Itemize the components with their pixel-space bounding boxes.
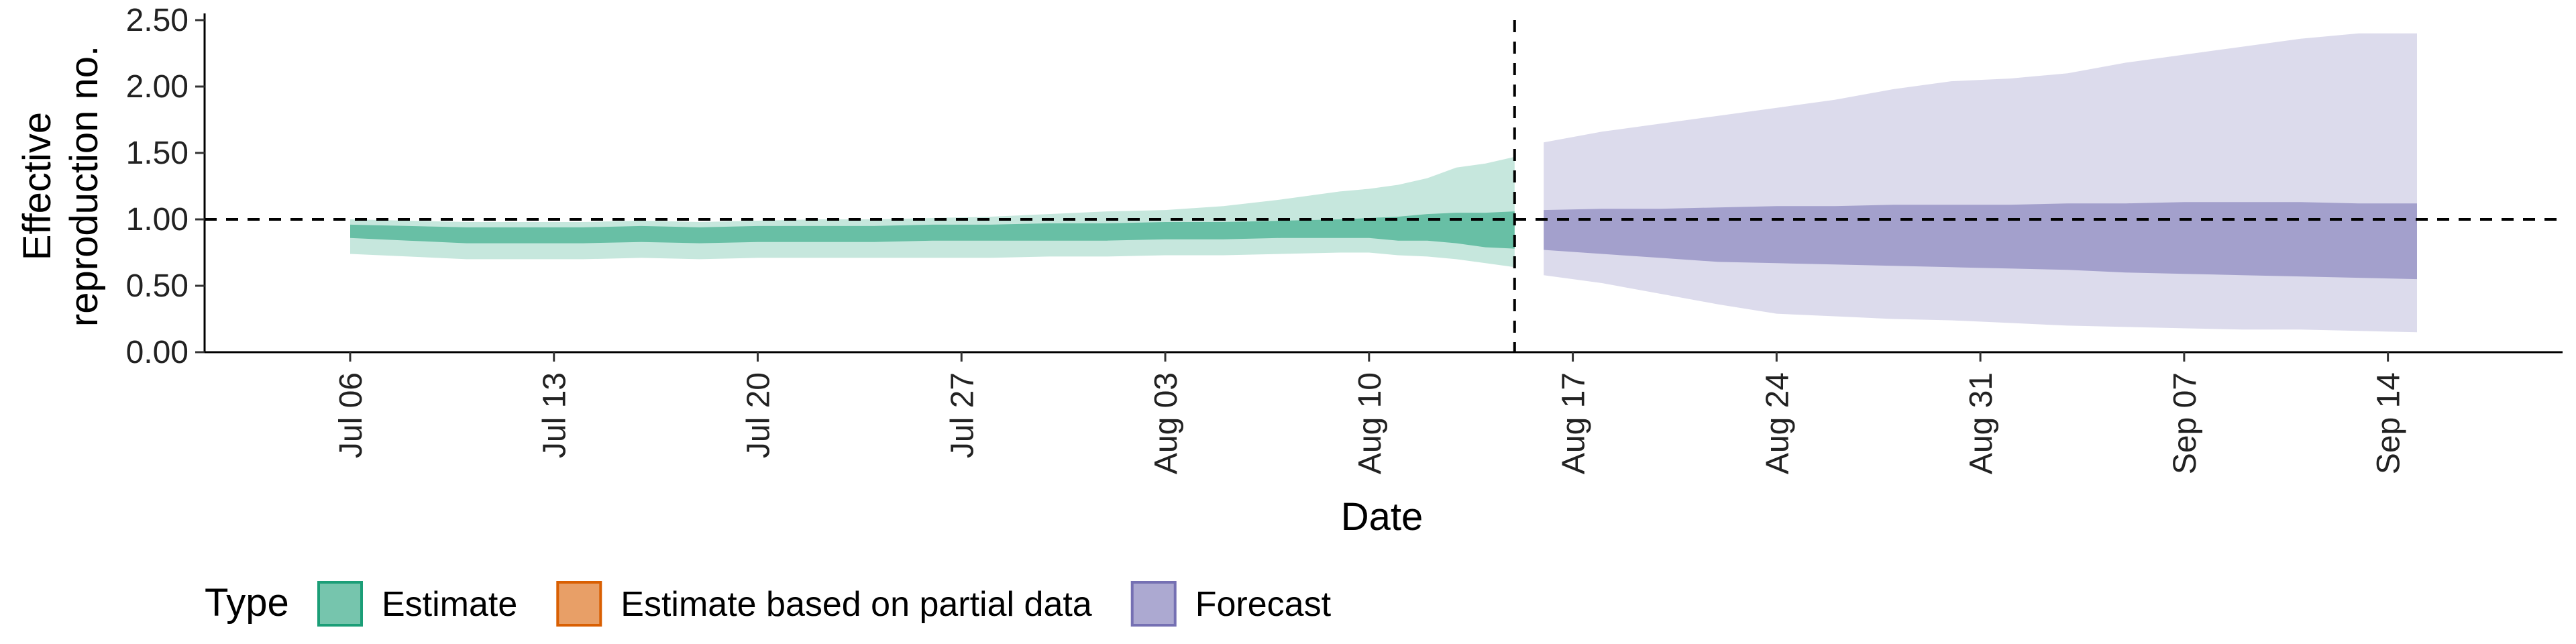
reference-lines (205, 20, 2563, 352)
x-tick-label: Jul 13 (537, 372, 573, 458)
x-tick-label: Jul 06 (333, 372, 369, 458)
x-tick-label: Aug 03 (1148, 372, 1184, 474)
legend-label-forecast: Forecast (1195, 585, 1332, 624)
x-tick-label: Aug 31 (1964, 372, 1999, 474)
x-tick-label: Aug 17 (1556, 372, 1592, 474)
y-tick-label: 2.50 (126, 3, 189, 38)
y-tick-label: 1.50 (126, 136, 189, 171)
x-axis-title: Date (1341, 495, 1424, 539)
y-tick-label: 2.00 (126, 69, 189, 105)
legend: Type Estimate Estimate based on partial da… (205, 581, 1332, 627)
x-tick-label: Jul 20 (741, 372, 777, 458)
legend-label-estimate: Estimate (382, 585, 517, 624)
y-axis-title-text: Effectivereproduction no. (15, 46, 106, 327)
y-axis-title: Effectivereproduction no. (15, 46, 106, 327)
legend-label-estimate-based-on-partial-data: Estimate based on partial data (621, 585, 1092, 624)
x-tick-label: Sep 14 (2371, 372, 2407, 474)
legend-title: Type (205, 581, 289, 625)
axes: 0.00 0.50 1.00 1.50 2.00 2.50 Jul 06 Jul 13 Jul … (126, 3, 2563, 474)
estimate-inner-band (350, 211, 1515, 249)
x-tick-label: Sep 07 (2167, 372, 2203, 474)
plot-bands (350, 33, 2417, 333)
legend-swatch-forecast (1130, 581, 1177, 627)
x-tick-label: Aug 10 (1352, 372, 1388, 474)
y-tick-label: 0.00 (126, 335, 189, 370)
x-tick-label: Jul 27 (945, 372, 980, 458)
legend-swatch-estimate (317, 581, 363, 627)
x-tick-label: Aug 24 (1760, 372, 1795, 474)
estimate-outer-band (350, 156, 1515, 268)
y-tick-label: 1.00 (126, 202, 189, 237)
legend-swatch-estimate-based-on-partial-data (556, 581, 602, 627)
forecast-outer-band (1544, 33, 2417, 333)
y-tick-label: 0.50 (126, 268, 189, 304)
forecast-inner-band (1544, 202, 2417, 280)
